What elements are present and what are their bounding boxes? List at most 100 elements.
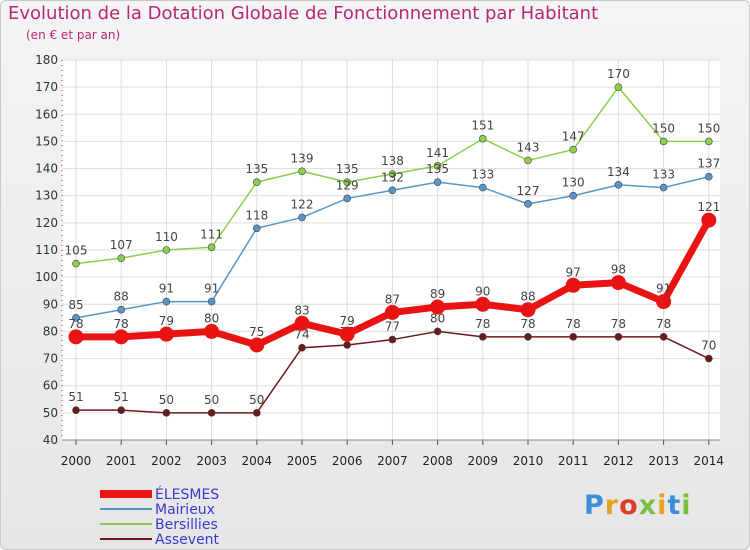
data-point <box>704 172 713 181</box>
data-point <box>162 297 171 306</box>
data-point <box>656 294 672 310</box>
x-tick-label: 2012 <box>603 454 634 468</box>
data-label: 141 <box>426 146 449 160</box>
data-point <box>659 333 668 341</box>
data-point <box>388 335 397 344</box>
x-tick-label: 2008 <box>422 454 453 468</box>
data-label: 133 <box>471 168 494 182</box>
y-tick-label: 140 <box>35 162 58 176</box>
data-point <box>204 323 220 339</box>
data-point <box>475 296 491 312</box>
data-point <box>433 327 442 336</box>
data-label: 138 <box>381 154 404 168</box>
y-tick-label: 170 <box>35 80 58 94</box>
chart-subtitle: (en € et par an) <box>26 28 121 42</box>
x-tick-label: 2006 <box>332 454 363 468</box>
data-label: 111 <box>200 227 223 241</box>
data-label: 139 <box>291 151 314 165</box>
data-label: 121 <box>697 200 720 214</box>
data-label: 70 <box>701 339 716 353</box>
data-label: 151 <box>471 119 494 133</box>
y-tick-label: 50 <box>43 406 58 420</box>
data-label: 150 <box>652 121 675 135</box>
data-label: 135 <box>426 162 449 176</box>
data-point <box>614 333 623 341</box>
data-point <box>68 329 84 345</box>
data-point <box>113 329 129 345</box>
data-point <box>433 162 442 170</box>
data-point <box>524 200 532 208</box>
data-label: 77 <box>385 320 400 334</box>
data-label: 83 <box>294 303 309 317</box>
data-label: 134 <box>607 165 630 179</box>
data-point <box>298 343 306 352</box>
data-point <box>659 183 668 192</box>
y-tick-label: 180 <box>35 53 58 67</box>
x-tick-label: 2002 <box>151 454 182 468</box>
proxiti-logo: Proxiti <box>584 490 692 521</box>
data-label: 79 <box>340 314 355 328</box>
data-point <box>569 191 578 200</box>
data-point <box>704 137 713 146</box>
y-tick-label: 80 <box>43 324 58 338</box>
x-tick-label: 2005 <box>287 454 318 468</box>
data-label: 78 <box>520 317 535 331</box>
data-point <box>343 178 352 186</box>
x-tick-label: 2007 <box>377 454 408 468</box>
data-label: 135 <box>245 162 268 176</box>
data-point <box>388 170 397 178</box>
data-label: 80 <box>430 311 445 325</box>
data-point <box>252 178 261 186</box>
data-label: 51 <box>114 390 129 404</box>
data-point <box>298 167 306 176</box>
data-point <box>72 314 80 322</box>
data-point <box>659 137 668 146</box>
data-label: 130 <box>562 176 585 190</box>
data-label: 127 <box>517 184 540 198</box>
data-label: 98 <box>611 263 626 277</box>
data-label: 137 <box>697 157 720 171</box>
data-label: 75 <box>249 325 264 339</box>
data-label: 107 <box>110 238 133 252</box>
legend-label: ÉLESMES <box>155 486 219 503</box>
data-point <box>343 194 352 203</box>
data-label: 78 <box>656 317 671 331</box>
data-point <box>298 213 306 222</box>
legend-label: Bersillies <box>155 517 218 533</box>
data-point <box>343 341 352 349</box>
data-label: 78 <box>566 317 581 331</box>
data-point <box>614 181 623 189</box>
data-label: 118 <box>245 208 268 222</box>
y-tick-label: 70 <box>43 352 58 366</box>
data-point <box>72 406 80 414</box>
data-point <box>117 406 125 414</box>
data-point <box>294 315 310 331</box>
data-label: 88 <box>520 290 535 304</box>
data-point <box>207 297 216 306</box>
data-label: 88 <box>114 290 129 304</box>
data-label: 78 <box>475 317 490 331</box>
data-point <box>701 212 717 228</box>
x-tick-label: 2010 <box>513 454 544 468</box>
y-tick-label: 150 <box>35 134 58 148</box>
data-label: 143 <box>517 140 540 154</box>
data-point <box>384 304 400 320</box>
data-point <box>524 156 532 165</box>
x-tick-label: 2003 <box>196 454 227 468</box>
data-point <box>388 186 397 195</box>
data-point <box>569 145 578 154</box>
data-label: 135 <box>336 162 359 176</box>
y-tick-label: 120 <box>35 216 58 230</box>
data-label: 50 <box>249 393 264 407</box>
chart-title: Evolution de la Dotation Globale de Fonc… <box>8 3 599 24</box>
data-label: 78 <box>114 317 129 331</box>
data-label: 147 <box>562 130 585 144</box>
data-point <box>478 333 487 341</box>
x-tick-label: 2013 <box>648 454 679 468</box>
data-label: 91 <box>204 282 219 296</box>
y-tick-label: 60 <box>43 379 58 393</box>
data-point <box>117 305 125 314</box>
data-label: 150 <box>697 121 720 135</box>
data-point <box>610 275 626 291</box>
